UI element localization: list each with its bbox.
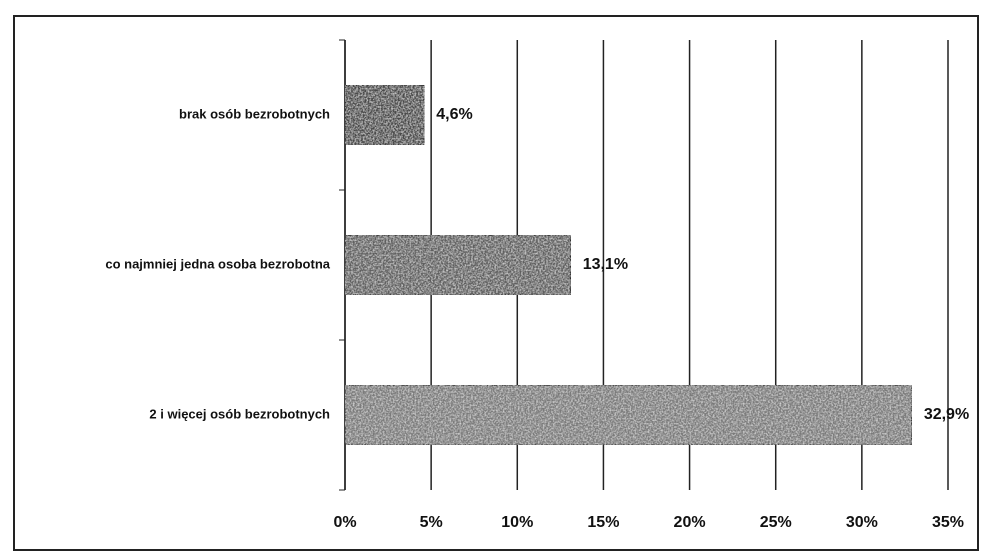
x-tick-label: 5% [420,514,443,531]
category-label: co najmniej jedna osoba bezrobotna [105,256,330,271]
value-label: 13,1% [583,256,628,273]
bar [344,384,913,446]
x-tick-label: 35% [932,514,964,531]
bar [344,84,425,146]
x-tick-label: 30% [846,514,878,531]
category-label: 2 i więcej osób bezrobotnych [149,406,330,421]
value-label: 32,9% [924,406,969,423]
x-tick-label: 15% [587,514,619,531]
bar [344,234,572,296]
x-tick-label: 20% [674,514,706,531]
y-axis-ticks [339,39,345,491]
x-tick-label: 10% [501,514,533,531]
x-tick-label: 0% [333,514,356,531]
value-label: 4,6% [436,106,472,123]
frame [13,15,979,551]
x-tick-label: 25% [760,514,792,531]
category-label: brak osób bezrobotnych [179,106,330,121]
